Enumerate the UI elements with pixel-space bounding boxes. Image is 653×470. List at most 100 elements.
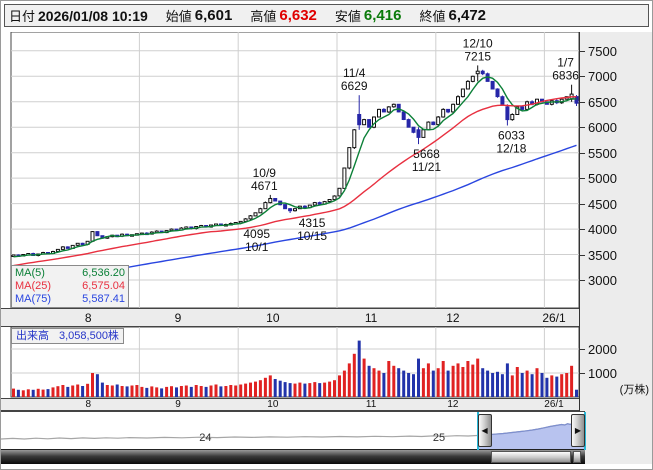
month-label: 11: [365, 399, 377, 410]
nav-year-label: 24: [199, 432, 212, 444]
volume-tick-mark: [580, 349, 585, 350]
volume-bar: [150, 386, 154, 397]
volume-bar: [525, 370, 529, 397]
volume-bar: [254, 381, 257, 397]
ma5-label: MA(5): [15, 267, 45, 279]
candle-body: [490, 80, 495, 90]
volume-bar: [91, 373, 94, 397]
annotation: 11/4 6629: [341, 66, 368, 93]
candle-body: [391, 103, 396, 108]
month-label: 12: [447, 399, 459, 410]
volume-tick-label: 1000: [588, 366, 617, 381]
volume-bar: [135, 385, 139, 397]
scrollbar-thumb[interactable]: [490, 451, 571, 463]
scrollbar-mini-thumb[interactable]: [572, 451, 581, 463]
volume-bar: [570, 365, 574, 397]
volume-bar: [545, 377, 549, 397]
price-chart: 10/9 4671 4095 10/1 4315 10/15 11/4 6629 5668 11/…: [10, 32, 580, 308]
volume-bar: [476, 358, 480, 397]
volume-bar: [456, 363, 460, 397]
ma25-row: MA(25) 6,575.04: [15, 280, 125, 293]
candle-body: [317, 202, 322, 205]
price-tick-mark: [580, 229, 585, 231]
date-label: 日付: [9, 9, 36, 24]
candle-body: [495, 88, 500, 98]
month-label: 10: [267, 399, 279, 410]
volume-bar: [160, 388, 164, 397]
candle-body: [446, 108, 451, 113]
candle-body: [283, 204, 288, 210]
candle-body: [574, 96, 579, 104]
candle-body: [75, 242, 80, 246]
volume-bar: [140, 386, 144, 397]
candle-body: [248, 215, 253, 220]
horizontal-scrollbar[interactable]: [1, 449, 585, 464]
candle-body: [456, 96, 460, 105]
candle-body: [451, 103, 456, 113]
navigator-right-handle[interactable]: ▶: [571, 414, 585, 447]
volume-bar: [234, 385, 238, 397]
corner-filler: [585, 411, 652, 464]
volume-bar: [481, 368, 485, 397]
volume-bar: [95, 374, 99, 397]
candle-body: [411, 126, 416, 133]
high-value: 6,632: [279, 7, 317, 24]
volume-bar: [535, 368, 539, 397]
volume-bar: [170, 386, 173, 397]
annotation: 6033 12/18: [496, 129, 526, 156]
volume-bar: [165, 386, 169, 397]
volume-bar: [303, 383, 307, 397]
volume-bar: [352, 353, 356, 397]
candle-body: [396, 103, 401, 113]
candle-body: [60, 246, 65, 250]
volume-bar: [515, 367, 519, 397]
price-tick-label: 3000: [588, 272, 617, 288]
price-tick-mark: [580, 152, 585, 154]
volume-bar: [244, 383, 248, 397]
volume-bar: [446, 370, 450, 397]
candle-body: [362, 119, 367, 126]
price-tick-label: 7500: [588, 43, 617, 59]
candle-body: [431, 121, 436, 126]
price-tick-label: 5500: [588, 145, 617, 161]
volume-bar: [283, 382, 287, 397]
candle-body: [377, 108, 381, 118]
volume-bar: [130, 385, 134, 397]
price-tick-label: 4500: [588, 196, 617, 212]
close-label: 終値: [419, 9, 446, 24]
volume-bar: [21, 390, 25, 397]
volume-bar: [224, 386, 228, 397]
navigator-selection[interactable]: [478, 412, 585, 450]
candle-body: [268, 198, 273, 204]
candle-body: [436, 116, 441, 126]
candle-body: [258, 208, 263, 214]
volume-bar: [76, 384, 80, 397]
navigator-left-handle[interactable]: ◀: [477, 414, 492, 447]
volume-bar: [86, 383, 90, 397]
close-value: 6,472: [448, 7, 487, 24]
ma75-value: 5,587.41: [82, 293, 125, 305]
volume-bar: [575, 389, 578, 397]
candle-body: [441, 108, 446, 118]
candle-body: [460, 88, 465, 98]
volume-bar: [323, 382, 327, 397]
volume-bar: [293, 383, 297, 397]
candle-body: [480, 70, 485, 75]
candle-body: [357, 114, 362, 126]
ma-line-25: [13, 96, 577, 267]
volume-bar: [377, 370, 381, 397]
volume-bar: [342, 370, 346, 397]
candle-body: [80, 242, 85, 246]
price-tick-mark: [580, 101, 585, 103]
volume-bar: [550, 375, 554, 397]
volume-bar: [426, 363, 430, 397]
volume-bar: [555, 376, 559, 397]
left-arrow-icon: ◀: [481, 426, 488, 435]
volume-bar: [362, 358, 366, 397]
selection-area-fill: [477, 422, 585, 450]
candle-body: [426, 121, 431, 131]
volume-bar: [36, 388, 40, 397]
volume-tick-label: 2000: [588, 342, 617, 357]
volume-bar: [273, 379, 277, 397]
candle-body: [302, 205, 307, 209]
